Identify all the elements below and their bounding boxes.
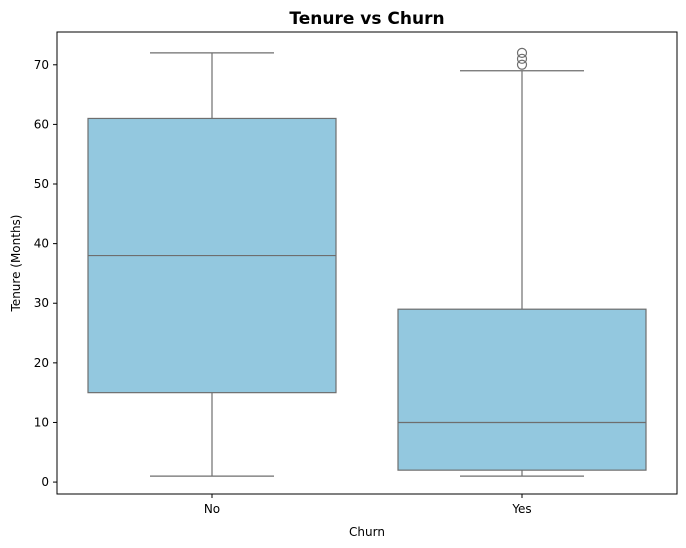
box-group-no (87, 52, 337, 477)
plot-area (87, 47, 647, 477)
y-tick-label: 30 (34, 296, 49, 310)
chart-title: Tenure vs Churn (289, 9, 444, 29)
y-axis: 0 10 20 30 40 50 60 70 (34, 58, 57, 489)
y-tick-label: 50 (34, 177, 49, 191)
plot-frame (56, 31, 678, 495)
x-tick-label: Yes (511, 502, 531, 516)
y-tick-label: 70 (34, 58, 49, 72)
y-tick-label: 60 (34, 117, 49, 131)
outlier-point (516, 59, 528, 70)
x-axis: No Yes (204, 494, 532, 516)
box-group-yes (397, 47, 647, 477)
y-tick-label: 0 (41, 475, 49, 489)
y-tick-label: 10 (34, 415, 49, 429)
x-axis-label: Churn (349, 525, 385, 539)
y-tick-label: 20 (34, 356, 49, 370)
y-axis-label: Tenure (Months) (9, 215, 23, 313)
box (397, 308, 647, 471)
y-tick-label: 40 (34, 237, 49, 251)
outlier-point (516, 53, 528, 64)
outlier-point (516, 47, 528, 58)
x-tick-label: No (204, 502, 220, 516)
